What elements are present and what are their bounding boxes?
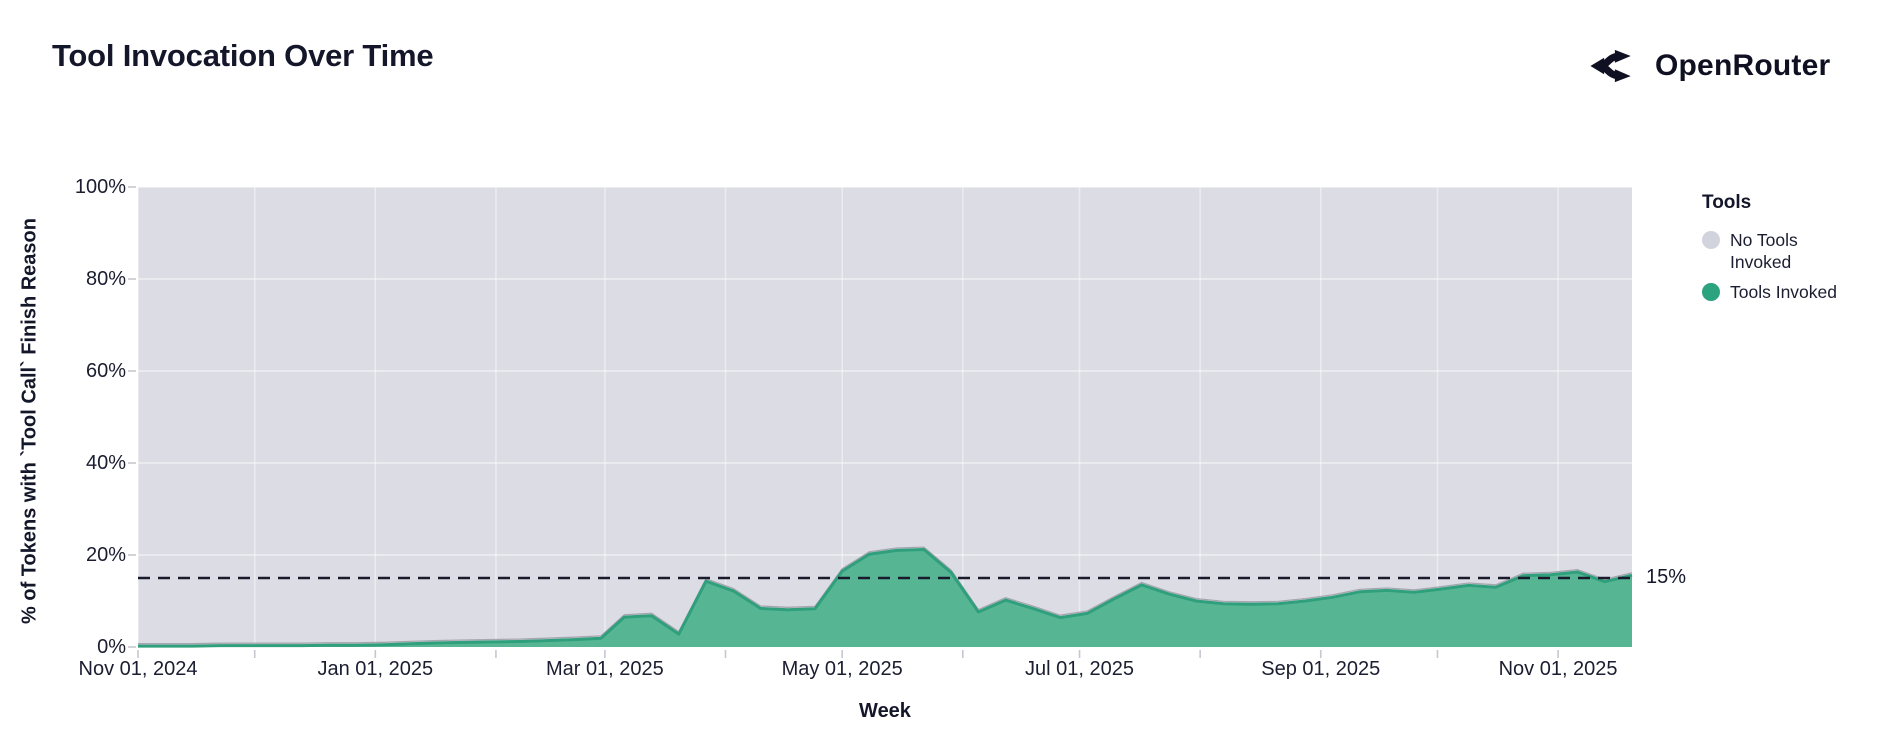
y-tick-label: 100% — [74, 176, 126, 198]
openrouter-logo[interactable]: OpenRouter — [1582, 40, 1830, 92]
legend-title: Tools — [1702, 192, 1752, 213]
legend-item: No Tools Invoked — [1702, 230, 1878, 273]
legend-swatch-icon — [1702, 231, 1720, 249]
legend-item: Tools Invoked — [1702, 282, 1878, 304]
legend-swatch-icon — [1702, 283, 1720, 301]
tools-invoked-area — [138, 549, 1632, 647]
x-tick-label: Sep 01, 2025 — [1261, 658, 1381, 680]
x-tick-label: Nov 01, 2024 — [78, 658, 198, 680]
area-cap-line — [138, 546, 1633, 645]
plot-area[interactable] — [128, 186, 1633, 658]
page-title: Tool Invocation Over Time — [52, 38, 434, 73]
x-tick-label: Jan 01, 2025 — [317, 658, 434, 680]
x-tick-label: Nov 01, 2025 — [1498, 658, 1618, 680]
x-tick-label: Mar 01, 2025 — [545, 658, 664, 680]
x-tick-label: Jul 01, 2025 — [1025, 658, 1135, 680]
y-tick-label: 80% — [85, 268, 126, 290]
x-tick-label: May 01, 2025 — [781, 658, 903, 680]
openrouter-logo-icon — [1590, 49, 1631, 83]
y-tick-label: 60% — [85, 360, 126, 382]
tools-invoked-line — [138, 548, 1633, 648]
y-tick-label: 40% — [85, 452, 126, 474]
legend: Tools No Tools Invoked Tools Invoked — [1702, 192, 1878, 313]
openrouter-logo-text: OpenRouter — [1655, 49, 1831, 82]
legend-items: No Tools Invoked Tools Invoked — [1702, 230, 1878, 304]
legend-item-label: Tools Invoked — [1730, 282, 1838, 302]
x-axis-title: Week — [859, 700, 911, 722]
reference-line-label: 15% — [1646, 566, 1687, 588]
y-tick-label: 20% — [85, 544, 126, 566]
legend-item-label: No Tools Invoked — [1730, 230, 1798, 272]
y-tick-label: 0% — [97, 636, 126, 658]
